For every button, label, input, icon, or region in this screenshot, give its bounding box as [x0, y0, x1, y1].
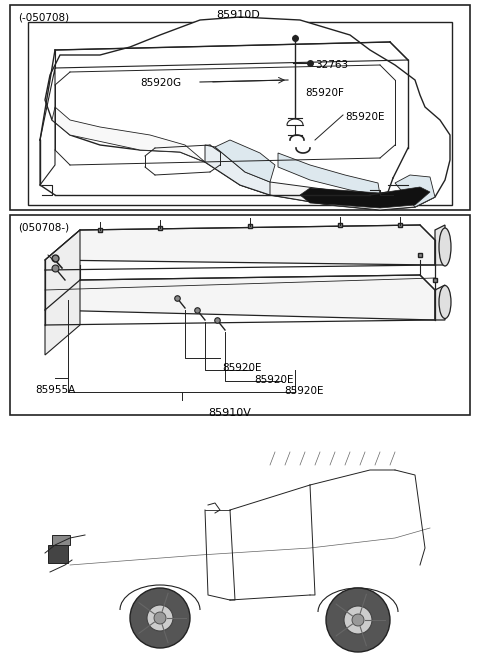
Polygon shape: [278, 153, 380, 195]
Circle shape: [130, 588, 190, 648]
Polygon shape: [395, 175, 435, 207]
Text: 85920G: 85920G: [140, 78, 181, 88]
Bar: [48, 545, 68, 563]
Circle shape: [147, 605, 173, 631]
Circle shape: [352, 614, 364, 626]
Circle shape: [326, 588, 390, 652]
Polygon shape: [205, 145, 270, 195]
Bar: [10, 215, 470, 415]
Bar: [52, 535, 70, 545]
Polygon shape: [435, 285, 445, 320]
Text: 85955A: 85955A: [35, 385, 75, 395]
Polygon shape: [435, 225, 445, 265]
Circle shape: [154, 612, 166, 624]
Text: 85920E: 85920E: [345, 112, 384, 122]
Polygon shape: [45, 230, 80, 355]
Ellipse shape: [439, 228, 451, 266]
Circle shape: [344, 606, 372, 634]
Polygon shape: [52, 107, 205, 162]
Text: 85910D: 85910D: [216, 10, 260, 20]
Text: (-050708): (-050708): [18, 12, 69, 22]
Bar: [10, 5, 470, 210]
Polygon shape: [45, 225, 435, 265]
Bar: [28, 22, 452, 205]
Text: 85920E: 85920E: [254, 375, 293, 385]
Text: 32763: 32763: [315, 60, 348, 70]
Polygon shape: [240, 173, 435, 210]
Polygon shape: [215, 140, 275, 182]
Polygon shape: [45, 17, 450, 210]
Polygon shape: [45, 275, 435, 320]
Text: (050708-): (050708-): [18, 222, 69, 232]
Text: 85920F: 85920F: [305, 88, 344, 98]
Text: 85910V: 85910V: [209, 408, 252, 418]
Text: 85920E: 85920E: [284, 386, 324, 396]
Text: 85920E: 85920E: [222, 363, 262, 373]
Polygon shape: [300, 187, 430, 208]
Ellipse shape: [439, 286, 451, 318]
